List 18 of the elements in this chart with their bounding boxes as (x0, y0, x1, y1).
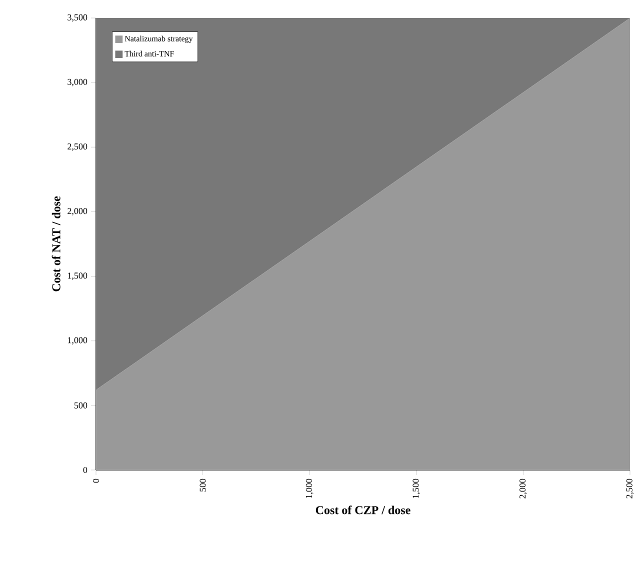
x-tick-label: 2,000 (520, 478, 527, 498)
x-tick-label: 2,500 (626, 478, 634, 498)
y-tick-label: 3,000 (68, 78, 88, 86)
y-tick-label: 500 (74, 402, 88, 408)
legend-label: Third anti-TNF (124, 50, 174, 56)
y-axis-title: Cost of NAT / dose (52, 196, 60, 292)
y-tick-label: 3,500 (68, 14, 88, 22)
y-tick-label: 2,000 (68, 208, 88, 216)
legend-label: Natalizumab strategy (124, 36, 193, 44)
y-tick-label: 2,500 (68, 143, 88, 151)
x-tick-label: 500 (200, 478, 206, 492)
y-tick-label: 0 (83, 466, 88, 474)
x-axis-title: Cost of CZP / dose (316, 506, 410, 514)
y-tick-label: 1,000 (68, 337, 88, 345)
x-tick-label: 1,000 (306, 478, 314, 498)
x-tick-label: 1,500 (412, 478, 420, 498)
y-tick-label: 1,500 (68, 272, 88, 280)
x-tick-label: 0 (92, 478, 100, 483)
